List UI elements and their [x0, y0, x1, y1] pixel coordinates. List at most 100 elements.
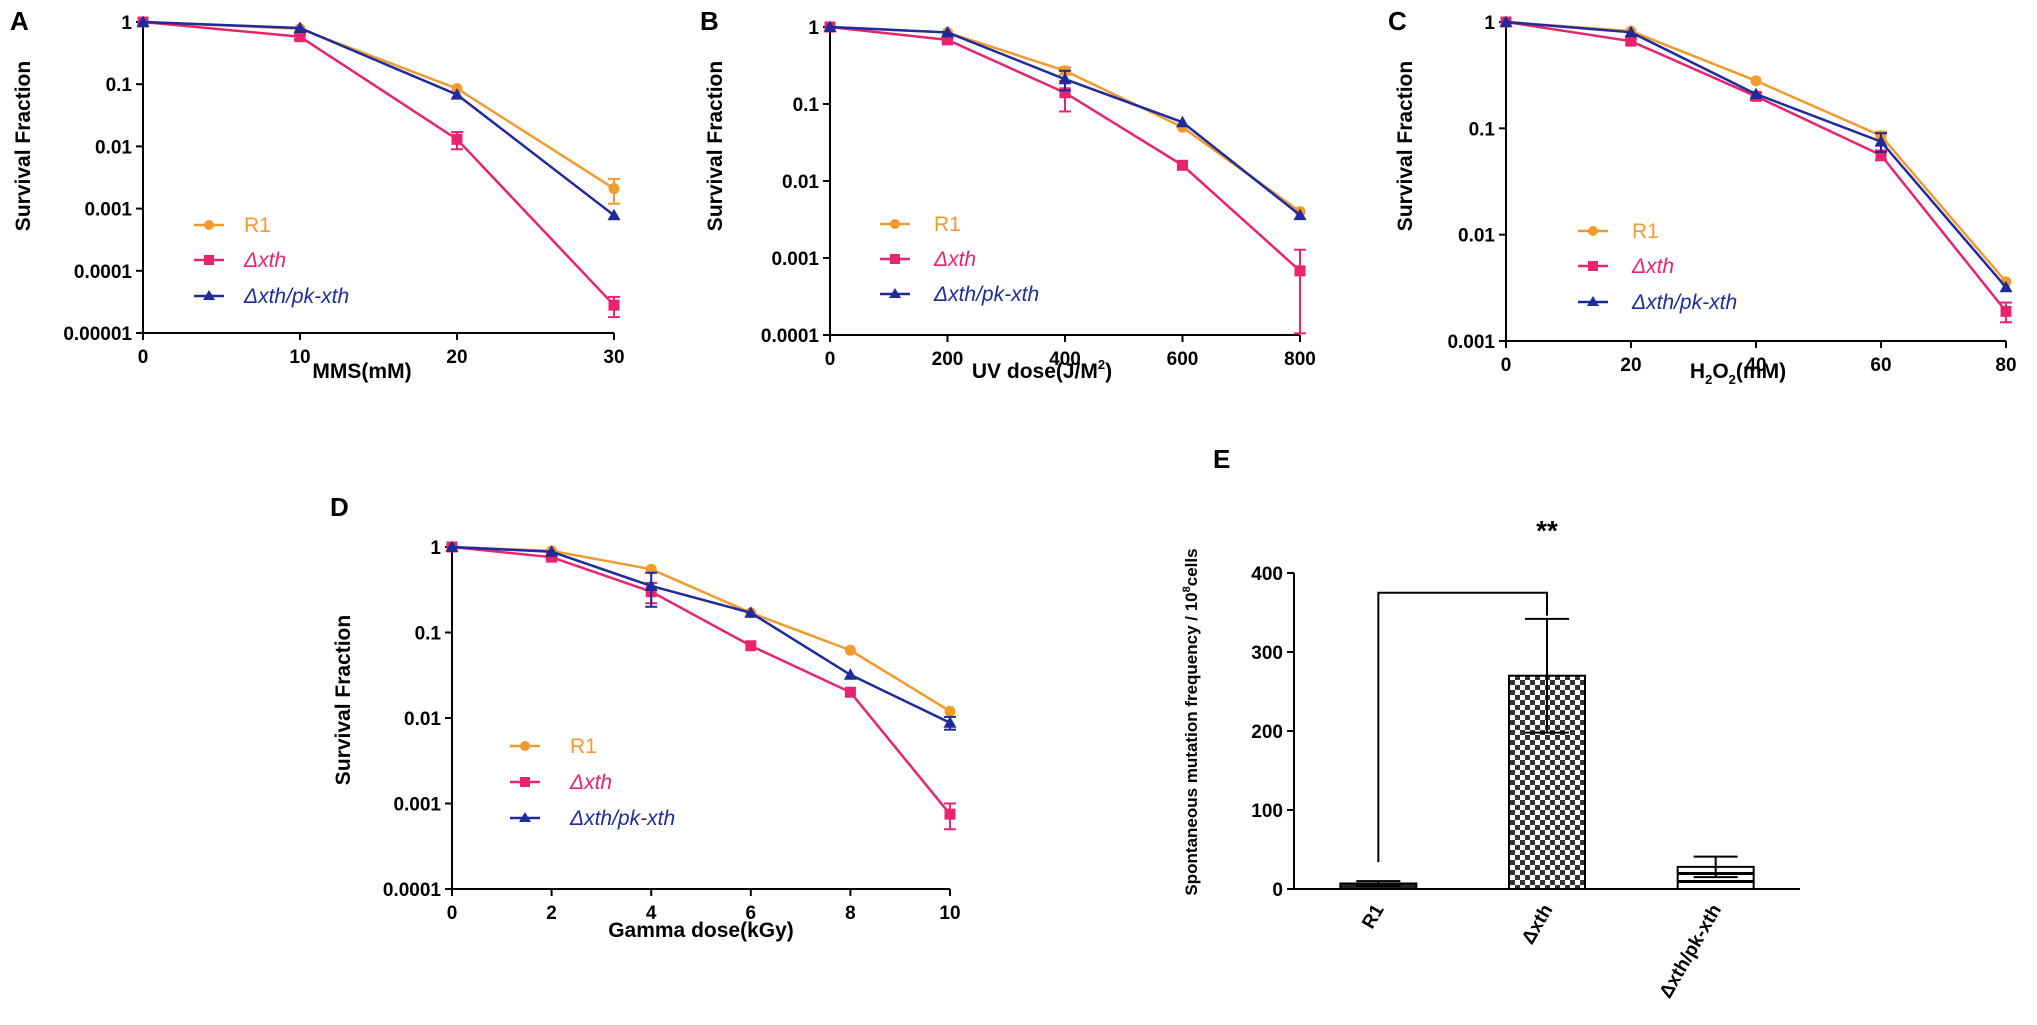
panel-c-ylabel: Survival Fraction	[1394, 61, 1417, 231]
panel-d-ytick-label: 1	[430, 538, 441, 559]
panel-b-ytick-label: 0.001	[771, 249, 819, 270]
panel-c-ytick-label: 0.001	[1447, 332, 1495, 353]
panel-c-series-comp-point	[1499, 15, 1513, 27]
panel-b-series-comp-point	[823, 20, 837, 32]
panel-a-series-comp-point	[136, 15, 150, 27]
panel-a-xtick-label: 10	[289, 347, 310, 368]
panel-e-xtick-label-2: Δxth/pk-xth	[1656, 901, 1726, 1002]
panel-a-legend-comp: Δxth/pk-xth	[243, 285, 349, 308]
panel-c-legend-xth: Δxth	[1631, 255, 1674, 278]
panel-c-series-xth-point	[2000, 305, 2012, 317]
panel-d-series-xth-point	[844, 686, 856, 698]
panel-c-legend-comp: Δxth/pk-xth	[1631, 291, 1737, 314]
panel-d-legend-r1: R1	[570, 735, 597, 758]
panel-a-label: A	[10, 6, 29, 36]
panel-c-xlabel: H2O2(mM)	[1690, 360, 1786, 387]
panel-a-series-r1-line	[142, 20, 615, 190]
panel-b-series-comp-point	[1293, 208, 1307, 221]
panel-e-ytick-label: 0	[1272, 880, 1283, 901]
panel-a-xtick-label: 30	[603, 347, 624, 368]
panel-a-series-xth-point	[451, 133, 463, 145]
panel-a-ytick-label: 1	[121, 13, 132, 34]
panel-e-significance-label: **	[1536, 515, 1558, 546]
panel-a-series-comp-point	[293, 21, 307, 34]
panel-a-legend-r1: R1	[244, 214, 271, 237]
panel-b-ytick-label: 0.01	[782, 172, 819, 193]
panel-d-series-comp-point	[744, 606, 758, 618]
panel-d-series-comp-point	[943, 716, 957, 728]
panel-d-series-xth-point	[546, 551, 558, 563]
panel-a-series-xth-point	[608, 299, 620, 311]
panel-d-series-r1-point	[944, 705, 956, 717]
panel-c-ytick-label: 1	[1484, 13, 1495, 34]
panel-b-xlabel: UV dose(J/M2)	[972, 357, 1112, 383]
panel-b-legend-xth: Δxth	[933, 248, 976, 271]
panel-a-series-r1-point	[608, 183, 620, 195]
panel-d: D Survival Fraction Gamma dose(kGy) R1 Δ…	[330, 492, 794, 942]
panel-b-series-comp-point	[1058, 72, 1072, 85]
panel-d-series-r1-point	[844, 644, 856, 656]
panel-e-xtick-label-0: R1	[1358, 901, 1389, 933]
panel-c-xtick-label: 80	[1995, 355, 2016, 376]
panel-d-ytick-label: 0.1	[415, 624, 442, 645]
panel-a-legend: R1 Δxth Δxth/pk-xth	[194, 214, 349, 308]
panel-e-label: E	[1213, 444, 1230, 474]
panel-d-xlabel: Gamma dose(kGy)	[608, 919, 794, 942]
panel-b-series-xth-point	[1294, 265, 1306, 277]
panel-d-legend: R1 Δxth Δxth/pk-xth	[510, 735, 675, 830]
panel-c-series-comp-point	[1624, 25, 1638, 38]
panel-b-series-xth-point	[1059, 87, 1071, 99]
panel-d-legend-xth: Δxth	[569, 771, 612, 794]
panel-a-ytick-label: 0.001	[84, 200, 132, 221]
panel-c: C Survival Fraction H2O2(mM) R1 Δxth Δxt…	[1388, 6, 1786, 387]
panel-b-series-comp-line	[829, 25, 1301, 217]
panel-a: A Survival Fraction MMS(mM) R1 Δxth Δxth…	[10, 6, 412, 383]
panel-a-series-xth-point	[294, 31, 306, 43]
panel-e-ytick-label: 400	[1251, 564, 1283, 585]
panel-c-series-comp-point	[1874, 135, 1888, 147]
panel-d-ytick-label: 0.01	[404, 709, 441, 730]
panel-d-series-comp-point	[843, 668, 857, 680]
panel-e-significance-bracket	[1377, 591, 1548, 863]
panel-e-plot: 0 100 200 300 400 R1 Δxth Δxth/pk-xth **	[1251, 515, 1800, 1002]
panel-a-xtick-label: 20	[446, 347, 467, 368]
panel-d-xtick-label: 8	[845, 903, 856, 924]
panel-e-ytick-label: 300	[1251, 643, 1283, 664]
panel-b-series-xth-line	[829, 25, 1301, 272]
panel-a-xlabel: MMS(mM)	[312, 360, 411, 383]
panel-d-xtick-label: 6	[746, 903, 757, 924]
panel-b-ytick-label: 0.0001	[761, 326, 820, 347]
panel-d-series-xth-point	[944, 808, 956, 820]
panel-b-series-comp-point	[941, 25, 954, 38]
panel-a-plot: 1 0.1 0.01 0.001 0.0001 0.00001 0 10 20 30	[63, 13, 624, 368]
panel-c-label: C	[1388, 6, 1407, 36]
panel-c-legend-r1: R1	[1632, 220, 1659, 243]
panel-c-xtick-label: 40	[1745, 355, 1766, 376]
panel-d-series-xth-line	[451, 545, 951, 815]
panel-a-series-comp-point	[607, 208, 621, 221]
panel-e-xtick-label-1: Δxth	[1518, 901, 1557, 948]
panel-a-ytick-label: 0.01	[95, 137, 132, 158]
panel-c-series-r1-line	[1505, 20, 2007, 283]
panel-b-legend-comp: Δxth/pk-xth	[933, 283, 1039, 306]
panel-c-xtick-label: 0	[1501, 355, 1512, 376]
panel-b-xtick-label: 200	[932, 349, 964, 370]
panel-b-label: B	[700, 6, 719, 36]
panel-d-xtick-label: 4	[646, 903, 657, 924]
panel-c-series-xth-point	[1875, 149, 1887, 161]
panel-b-ytick-label: 1	[808, 18, 819, 39]
panel-d-xtick-label: 0	[447, 903, 458, 924]
panel-d-series-xth-point	[745, 640, 757, 652]
panel-d-series-comp-point	[545, 545, 559, 557]
panel-b: B Survival Fraction UV dose(J/M2) R1 Δxt…	[700, 6, 1112, 383]
panel-c-series-xth-point	[1625, 35, 1637, 47]
panel-d-ytick-label: 0.001	[393, 795, 441, 816]
panel-b-ytick-label: 0.1	[793, 95, 820, 116]
panel-d-series-comp-line	[451, 545, 951, 724]
panel-b-xtick-label: 0	[825, 349, 836, 370]
panel-b-series-xth-point	[1177, 159, 1188, 171]
